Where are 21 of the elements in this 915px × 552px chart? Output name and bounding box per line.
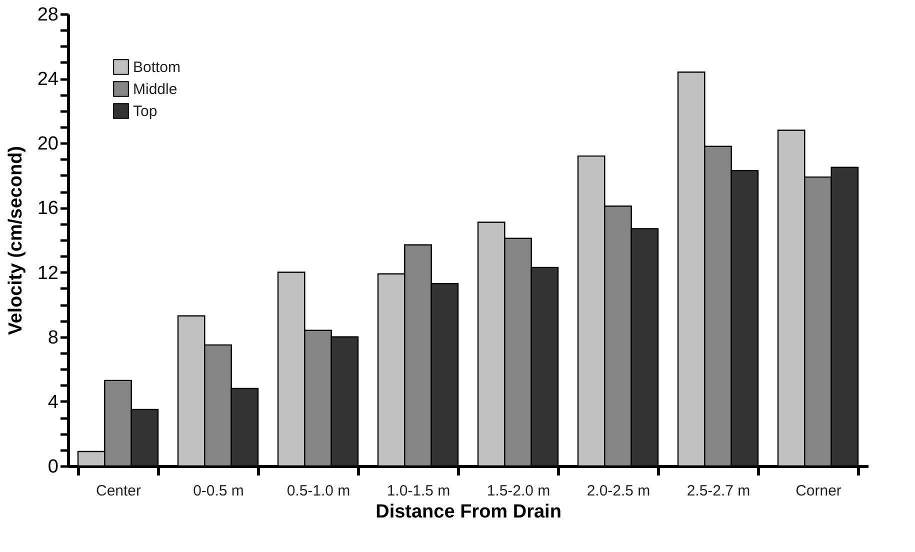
legend-label: Bottom: [133, 59, 181, 76]
x-tick-label: 2.5-2.7 m: [686, 482, 750, 500]
y-tick-label: 8: [48, 327, 58, 348]
y-tick-label: 0: [48, 456, 58, 478]
x-axis-title: Distance From Drain: [376, 502, 562, 522]
x-tick-label: 2.0-2.5 m: [586, 482, 650, 500]
y-tick-label: 4: [48, 392, 59, 413]
y-tick-label: 16: [37, 198, 58, 220]
y-tick-label: 28: [37, 4, 58, 26]
y-tick-label: 20: [37, 134, 58, 155]
x-tick-label: 1.0-1.5 m: [386, 482, 450, 500]
y-tick-label: 24: [37, 69, 59, 90]
y-axis-title: Velocity (cm/second): [5, 146, 26, 336]
x-tick-label: 0.5-1.0 m: [286, 482, 350, 500]
legend-label: Top: [133, 103, 158, 120]
legend-label: Middle: [133, 81, 178, 98]
x-tick-label: Corner: [796, 482, 842, 500]
x-tick-label: Center: [96, 482, 142, 500]
x-tick-label: 0-0.5 m: [193, 482, 244, 500]
x-tick-label: 1.5-2.0 m: [486, 482, 550, 500]
y-tick-label: 12: [37, 262, 58, 284]
